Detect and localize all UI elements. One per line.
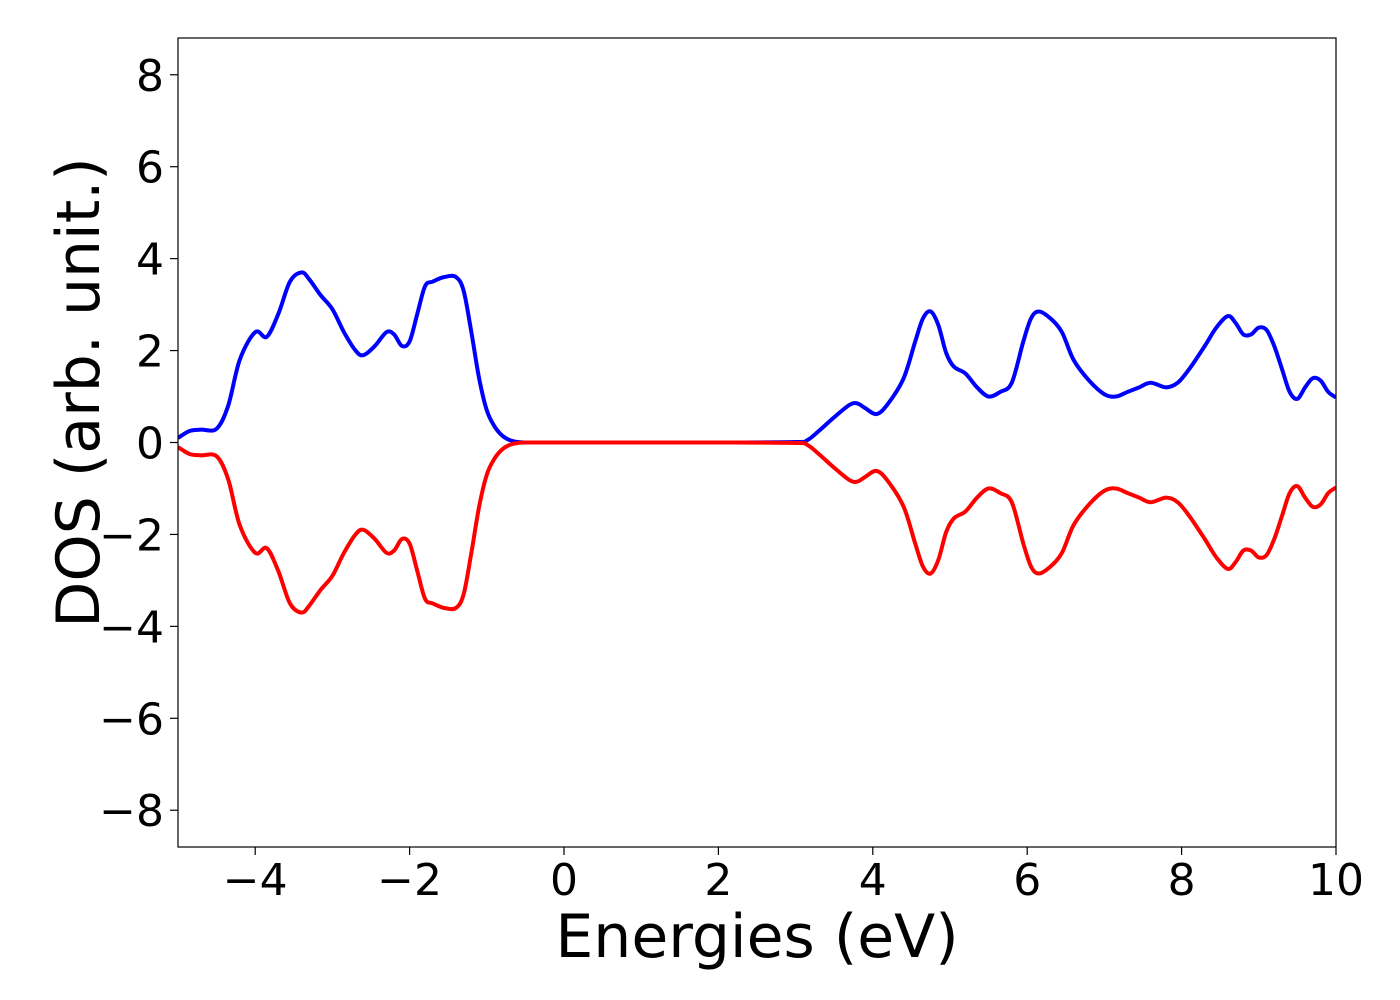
x-tick-label: 6: [1013, 855, 1041, 906]
y-tick-label: 2: [136, 327, 164, 378]
x-tick-label: 8: [1168, 855, 1196, 906]
y-tick-label: −8: [99, 786, 164, 837]
y-tick-label: −2: [99, 510, 164, 561]
x-tick-label: 4: [859, 855, 887, 906]
x-tick-label: 10: [1308, 855, 1364, 906]
y-tick-label: −6: [99, 694, 164, 745]
x-tick-label: 0: [550, 855, 578, 906]
series-line-red: [178, 440, 1336, 615]
x-tick-label: −4: [223, 855, 288, 906]
y-tick-label: 4: [136, 235, 164, 286]
x-axis: −4 −2 0 2 4 6 8 10: [223, 847, 1364, 906]
x-tick-label: 2: [704, 855, 732, 906]
series-line-blue: [178, 270, 1336, 445]
y-axis: 8 6 4 2 0 −2 −4 −6 −8: [99, 51, 178, 837]
y-tick-label: 8: [136, 51, 164, 102]
y-tick-label: −4: [99, 602, 164, 653]
y-tick-label: 0: [136, 419, 164, 470]
series-layer: [178, 270, 1336, 615]
y-tick-label: 6: [136, 143, 164, 194]
x-axis-title: Energies (eV): [555, 902, 958, 972]
x-tick-label: −2: [377, 855, 442, 906]
y-axis-title: DOS (arb. unit.): [44, 157, 114, 627]
